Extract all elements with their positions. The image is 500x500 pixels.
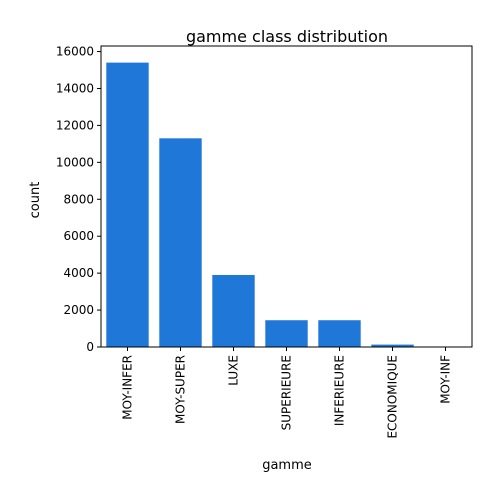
y-tick-label: 6000	[63, 229, 94, 243]
x-tick-label: SUPERIEURE	[280, 355, 294, 430]
bar-moy-infer	[106, 62, 149, 348]
y-tick-label: 14000	[56, 81, 94, 95]
y-tick-label: 2000	[63, 303, 94, 317]
bar-economique	[371, 344, 414, 347]
x-axis-label: gamme	[262, 458, 312, 473]
x-tick-label: LUXE	[227, 355, 241, 386]
y-tick-label: 4000	[63, 266, 94, 280]
x-tick-label: MOY-INF	[439, 355, 453, 404]
y-tick-label: 0	[86, 340, 94, 354]
x-tick-label: MOY-INFER	[121, 355, 135, 420]
bar-moy-super	[159, 138, 202, 347]
x-axis-ticks: MOY-INFER MOY-SUPER LUXE SUPERIEURE INFERIEU…	[121, 347, 453, 439]
y-axis-ticks: 0 2000 4000 6000 8000 10000 12000 14000 16000	[56, 45, 101, 354]
bar-luxe	[212, 274, 255, 347]
bar-inferieure	[318, 320, 361, 347]
plot-frame	[100, 45, 473, 348]
bar-superieure	[265, 320, 308, 347]
y-axis-label: count	[28, 182, 43, 219]
x-tick-label: INFERIEURE	[333, 355, 347, 426]
y-tick-label: 16000	[56, 45, 94, 59]
y-tick-label: 12000	[56, 118, 94, 132]
x-tick-label: MOY-SUPER	[174, 355, 188, 424]
bars-group	[106, 62, 467, 348]
x-tick-label: ECONOMIQUE	[386, 355, 400, 439]
y-tick-label: 10000	[56, 155, 94, 169]
y-tick-label: 8000	[63, 192, 94, 206]
chart-title: gamme class distribution	[186, 27, 388, 46]
